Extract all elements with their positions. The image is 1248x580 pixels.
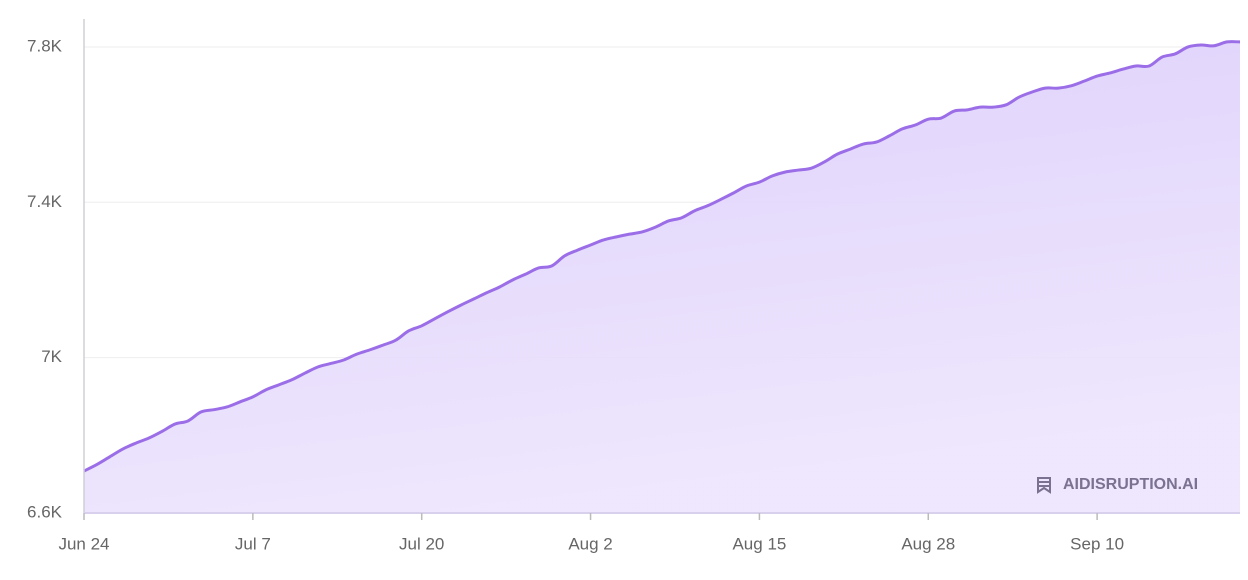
line xyxy=(83,40,1241,473)
y-tick-label: 6.6K xyxy=(27,502,63,521)
y-tick-label: 7.8K xyxy=(27,36,63,55)
area xyxy=(84,41,1240,513)
watermark: AIDISRUPTION.AI xyxy=(1037,476,1198,494)
x-tick-label: Aug 2 xyxy=(568,534,612,553)
watermark-text: AIDISRUPTION.AI xyxy=(1063,476,1198,493)
x-tick-label: Jul 7 xyxy=(235,534,271,553)
watermark-icon xyxy=(1037,477,1051,494)
x-tick-label: Sep 10 xyxy=(1070,534,1124,553)
x-tick-label: Aug 28 xyxy=(901,534,955,553)
y-tick-label: 7.4K xyxy=(27,192,63,211)
x-tick-label: Jul 20 xyxy=(399,534,444,553)
x-tick-label: Jun 24 xyxy=(58,534,109,553)
x-tick-label: Aug 15 xyxy=(732,534,786,553)
y-tick-label: 7K xyxy=(41,347,62,366)
